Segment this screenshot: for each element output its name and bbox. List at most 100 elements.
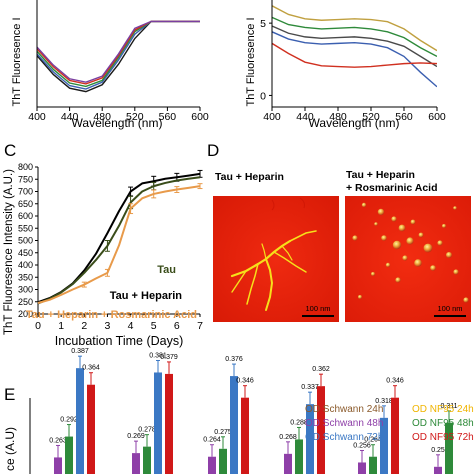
- bar: [76, 368, 84, 474]
- spectrum-line-4: [272, 31, 437, 88]
- x-tick-label: 560: [159, 111, 177, 123]
- panel-a-ylabel: ThT Fluoresence I: [11, 17, 23, 106]
- bar: [369, 456, 377, 474]
- x-tick-label: 600: [428, 111, 446, 123]
- bar: [165, 373, 173, 474]
- bar: [230, 376, 238, 474]
- bar-value-label: 0.288: [290, 419, 308, 426]
- series-line-2: [37, 176, 201, 305]
- afm-right-title-line1: Tau + Heparin: [346, 169, 415, 181]
- legend-tau-heparin-ra: Tau + Heparin + Rosmarinic Acid: [26, 309, 197, 321]
- fibril-network: [230, 230, 317, 311]
- bar-value-label: 0.346: [386, 378, 404, 385]
- panel-d-letter: D: [207, 141, 219, 160]
- series-line-3: [37, 185, 201, 304]
- y-tick-label: 250: [18, 297, 33, 307]
- x-tick-label: 400: [28, 111, 46, 123]
- spectrum-line-5: [37, 20, 200, 83]
- afm-image-tau-heparin-rosmarinic-acid: 100 nm: [345, 196, 471, 322]
- afm-left-scale-label: 100 nm: [305, 304, 330, 313]
- y-tick-label: 450: [18, 248, 33, 258]
- bar-value-label: 0.275: [214, 429, 232, 436]
- bar-value-label: 0.318: [375, 398, 393, 405]
- panel-a: 400 440 480 520 560 600 ThT Fluoresence I Wav…: [11, 0, 209, 130]
- bar-value-label: 0.264: [203, 437, 221, 444]
- afm-image-tau-heparin: 100 nm: [213, 196, 339, 322]
- x-tick-label: 7: [197, 320, 203, 332]
- x-tick-label: 400: [263, 111, 281, 123]
- y-tick-label: 5: [260, 18, 266, 30]
- x-tick-label: 440: [61, 111, 79, 123]
- panel-b-xlabel: Wavelength (nm): [309, 116, 400, 130]
- panel-a-plot-area: 400 440 480 520 560 600: [28, 0, 209, 123]
- y-tick-label: 200: [18, 309, 33, 319]
- bar: [380, 417, 388, 474]
- panel-a-xlabel: Wavelength (nm): [72, 116, 163, 130]
- x-tick-label: 4: [128, 320, 134, 332]
- y-tick-label: 700: [18, 187, 33, 197]
- panel-e: E ce (A.U) 0.2630.2920.3870.3640.2690.27…: [3, 348, 474, 474]
- bar-value-label: 0.346: [236, 378, 254, 385]
- panel-d: D Tau + Heparin Tau + Heparin + Rosmarin…: [207, 141, 471, 322]
- bar: [65, 436, 73, 474]
- afm-right-scale-label: 100 nm: [437, 304, 462, 313]
- panel-b-ylabel: ThT Fluoresence I: [245, 17, 257, 106]
- bar-value-label: 0.311: [441, 403, 458, 410]
- bar: [241, 397, 249, 474]
- bar-value-label: 0.263: [49, 437, 67, 444]
- bar: [143, 446, 151, 474]
- bar: [306, 404, 314, 474]
- afm-left-title: Tau + Heparin: [215, 171, 284, 183]
- x-tick-label: 560: [395, 111, 413, 123]
- bar: [434, 466, 442, 474]
- legend-entry: OD NF95 72h: [412, 432, 474, 443]
- panel-b: 400 440 480 520 560 600 0 5 ThT Fluoresence I W…: [245, 0, 446, 130]
- bar-value-label: 0.337: [301, 384, 319, 391]
- y-tick-label: 500: [18, 236, 33, 246]
- bar: [54, 457, 62, 474]
- y-tick-label: 600: [18, 211, 33, 221]
- spectrum-line-5: [272, 42, 437, 68]
- x-tick-label: 600: [191, 111, 209, 123]
- bar: [284, 453, 292, 474]
- spectrum-line-1: [272, 5, 437, 52]
- bar: [219, 448, 227, 474]
- bar-value-label: 0.376: [225, 356, 243, 363]
- panel-c-letter: C: [4, 141, 16, 160]
- bar-value-label: 0.278: [138, 427, 156, 434]
- series-line-1: [37, 172, 201, 304]
- panel-c-ylabel: ThT Fluoresence Intensity (A.U.): [3, 169, 15, 335]
- panel-c: C 20025030035040045050055060065070075080…: [3, 141, 203, 348]
- bar: [391, 397, 399, 474]
- x-tick-label: 480: [93, 111, 111, 123]
- x-tick-label: 440: [296, 111, 314, 123]
- x-tick-label: 5: [151, 320, 157, 332]
- afm-right-background: [345, 196, 471, 322]
- bar: [445, 422, 453, 474]
- x-tick-label: 520: [362, 111, 380, 123]
- legend-entry: OD Schwann 24h: [305, 404, 383, 415]
- bar-value-label: 0.381: [149, 352, 167, 359]
- bar: [295, 439, 303, 474]
- y-tick-label: 800: [18, 162, 33, 172]
- bar: [208, 456, 216, 474]
- bar-value-label: 0.292: [60, 417, 78, 424]
- bar-value-label: 0.362: [312, 366, 330, 373]
- panel-e-legend: OD Schwann 24h OD NF95 24h OD Schwann 48h O…: [305, 404, 474, 443]
- y-tick-label: 350: [18, 272, 33, 282]
- x-tick-label: 520: [126, 111, 144, 123]
- bar: [154, 372, 162, 474]
- y-tick-label: 0: [260, 90, 266, 102]
- x-tick-label: 1: [58, 320, 64, 332]
- legend-tau: Tau: [157, 264, 176, 276]
- bar-value-label: 0.268: [279, 434, 297, 441]
- y-tick-label: 300: [18, 285, 33, 295]
- afm-left-background: [213, 196, 339, 322]
- bar: [132, 453, 140, 474]
- legend-tau-heparin: Tau + Heparin: [110, 290, 183, 302]
- x-tick-label: 0: [35, 320, 41, 332]
- panel-c-plot-area: 200 250 300 350 400 450 500 550 600 650 700 750 800 0…: [18, 162, 203, 332]
- bar-value-label: 0.269: [127, 433, 145, 440]
- x-tick-label: 2: [81, 320, 87, 332]
